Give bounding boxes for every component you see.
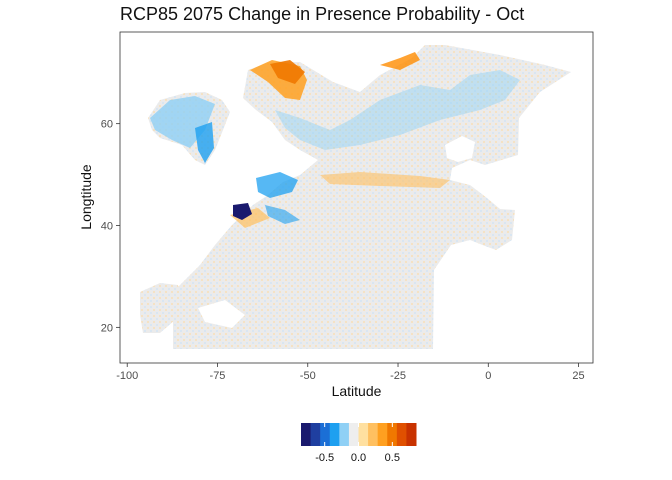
legend-color-swatch — [339, 423, 350, 446]
legend-tick-label: -0.5 — [315, 452, 334, 464]
legend-color-swatch — [368, 423, 379, 446]
legend-tick-label: 0.5 — [385, 452, 400, 464]
x-tick-label: -100 — [116, 370, 138, 382]
legend-color-swatch — [387, 423, 398, 446]
y-tick-label: 60 — [101, 119, 113, 131]
legend-color-swatch — [377, 423, 388, 446]
x-axis-label: Latitude — [331, 383, 382, 399]
legend-tick-label: 0.0 — [351, 452, 366, 464]
legend-color-swatch — [358, 423, 369, 446]
legend-color-swatch — [406, 423, 417, 446]
x-axis: -100 -75 -50 -25 0 25 — [116, 363, 585, 382]
y-tick-label: 20 — [101, 322, 113, 334]
legend-color-swatch — [301, 423, 312, 446]
legend-color-swatch — [348, 423, 359, 446]
y-tick-label: 40 — [101, 221, 113, 233]
x-tick-label: 25 — [572, 370, 584, 382]
y-axis-label: Longtitude — [78, 164, 94, 230]
x-tick-label: -75 — [210, 370, 226, 382]
x-tick-label: 0 — [485, 370, 491, 382]
chart-title: RCP85 2075 Change in Presence Probabilit… — [120, 4, 525, 24]
x-tick-label: -25 — [390, 370, 406, 382]
legend-color-swatch — [320, 423, 331, 446]
y-axis: 20 40 60 — [101, 119, 120, 334]
legend-color-swatch — [396, 423, 407, 446]
legend-color-swatch — [329, 423, 340, 446]
ocean-data-region — [140, 45, 571, 349]
legend-color-swatch — [310, 423, 321, 446]
color-legend: -0.5 0.0 0.5 — [301, 423, 417, 464]
x-tick-label: -50 — [300, 370, 316, 382]
